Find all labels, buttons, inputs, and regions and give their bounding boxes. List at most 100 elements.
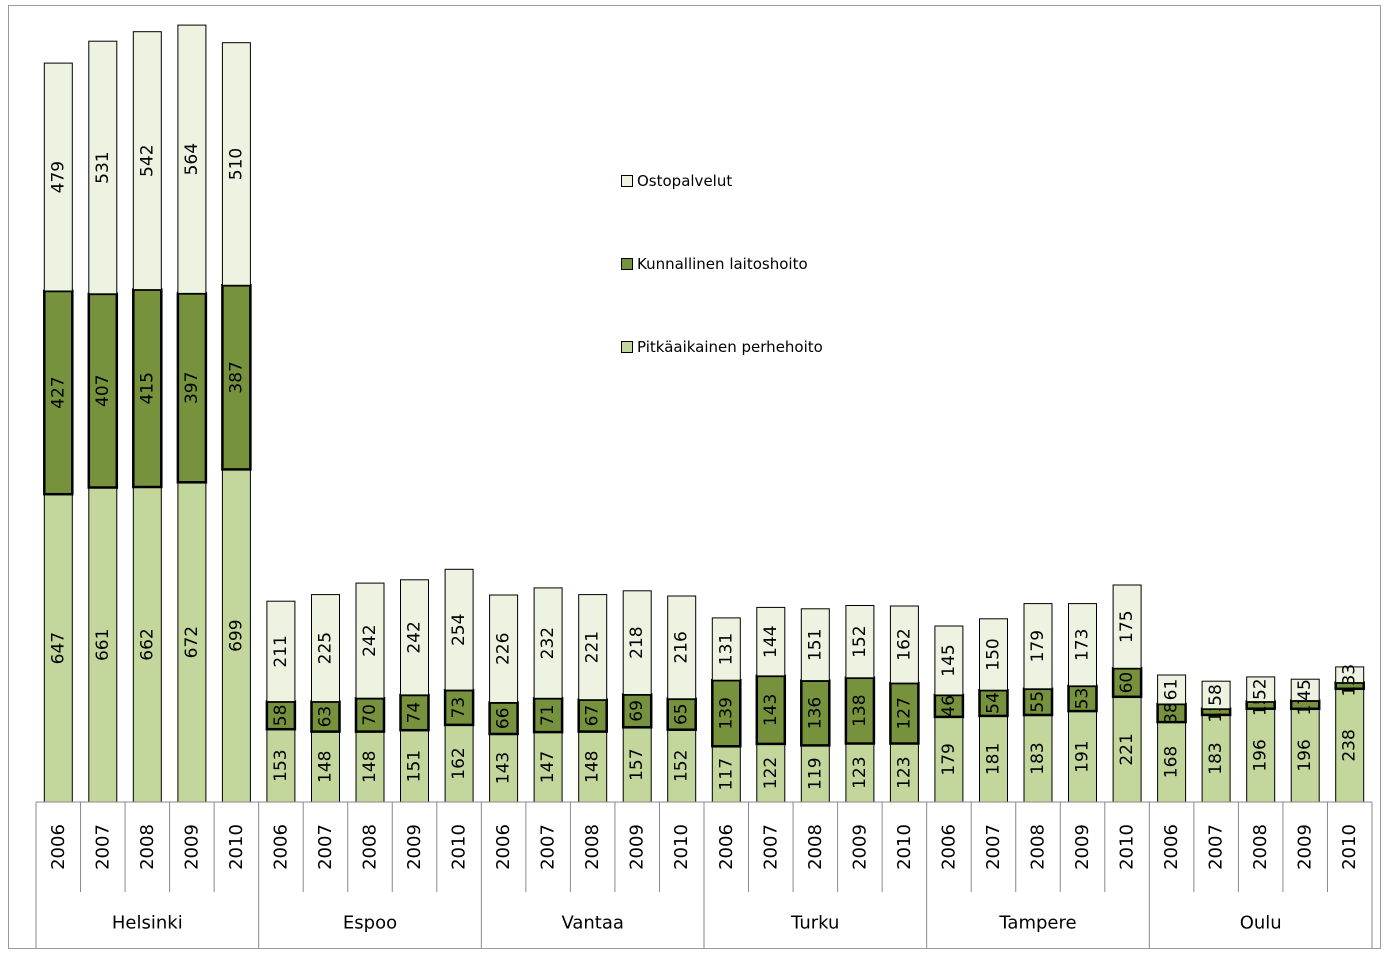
bar-pitk-aikainen-perhehoito-18 (845, 743, 875, 803)
bar-pitk-aikainen-perhehoito-1 (88, 487, 118, 803)
bar-value-label: 117 (716, 758, 736, 790)
bar-value-label: 145 (939, 644, 959, 676)
bar-value-label: 221 (1117, 733, 1137, 765)
bar-value-label: 71 (538, 704, 558, 726)
year-tick-label: 2008 (582, 824, 603, 870)
bar-value-label: 181 (984, 743, 1004, 775)
bar-value-label: 218 (627, 626, 647, 658)
bar-value-label: 226 (494, 633, 514, 665)
bar-value-label: 58 (1206, 684, 1226, 706)
bar-value-label: 69 (627, 700, 647, 722)
bar-ostopalvelut-14 (667, 595, 697, 700)
bar-value-label: 179 (1028, 630, 1048, 662)
bar-ostopalvelut-22 (1023, 603, 1053, 690)
bar-kunnallinen-laitoshoito-12 (577, 698, 608, 733)
bar-value-label: 162 (449, 747, 469, 779)
bar-ostopalvelut-15 (711, 617, 741, 681)
group-label-helsinki: Helsinki (112, 913, 183, 934)
legend-item-kunnallinen-laitoshoito: Kunnallinen laitoshoito (621, 255, 808, 273)
bar-value-label: 119 (805, 757, 825, 789)
bar-value-label: 183 (1028, 742, 1048, 774)
bar-value-label: 127 (894, 697, 914, 729)
year-tick-label: 2009 (1072, 824, 1093, 870)
bar-value-label: 74 (405, 702, 425, 724)
bar-ostopalvelut-17 (800, 608, 830, 682)
bar-pitk-aikainen-perhehoito-29 (1335, 688, 1365, 803)
year-tick-label: 2007 (983, 824, 1004, 870)
bar-value-label: 238 (1340, 729, 1360, 761)
bar-ostopalvelut-6 (311, 594, 340, 703)
bar-value-label: 122 (761, 757, 781, 789)
year-tick-label: 2010 (1117, 824, 1138, 870)
bar-kunnallinen-laitoshoito-13 (621, 693, 653, 729)
bar-ostopalvelut-12 (578, 594, 608, 701)
year-tick-label: 2006 (48, 824, 69, 870)
year-tick-label: 2008 (360, 824, 381, 870)
bar-pitk-aikainen-perhehoito-6 (311, 731, 340, 803)
bar-ostopalvelut-16 (756, 606, 786, 677)
bar-kunnallinen-laitoshoito-2 (132, 288, 163, 489)
bar-value-label: 242 (360, 624, 380, 656)
year-tick-label: 2009 (1295, 824, 1316, 870)
bar-value-label: 254 (449, 614, 469, 646)
year-tick-label: 2010 (449, 824, 470, 870)
bar-ostopalvelut-3 (177, 24, 207, 294)
group-label-tampere: Tampere (998, 913, 1076, 934)
bar-kunnallinen-laitoshoito-10 (488, 701, 519, 736)
year-tick-label: 2006 (1161, 824, 1182, 870)
bar-value-label: 564 (182, 143, 202, 175)
legend-swatch-ostopalvelut (621, 175, 633, 187)
bar-value-label: 144 (761, 625, 781, 657)
bar-value-label: 138 (850, 694, 870, 726)
bar-value-label: 123 (850, 756, 870, 788)
bar-ostopalvelut-27 (1246, 676, 1276, 703)
bar-value-label: 52 (1251, 678, 1271, 700)
bar-value-label: 672 (182, 626, 202, 658)
bar-value-label: 123 (894, 756, 914, 788)
bar-pitk-aikainen-perhehoito-24 (1112, 696, 1142, 803)
year-tick-label: 2006 (716, 824, 737, 870)
bar-pitk-aikainen-perhehoito-3 (177, 481, 207, 803)
legend-item-pitkaaikainen-perhehoito: Pitkäaikainen perhehoito (621, 338, 823, 356)
bar-value-label: 173 (1073, 629, 1093, 661)
group-label-vantaa: Vantaa (561, 913, 623, 934)
bar-value-label: 479 (48, 161, 68, 193)
chart-plot: 647 427 479 661 407 531 662 415 542 672 397 564 699 3… (35, 24, 1373, 948)
bar-value-label: 73 (449, 697, 469, 719)
bar-value-label: 46 (939, 695, 959, 717)
bar-ostopalvelut-5 (266, 600, 296, 703)
bar-value-label: 58 (271, 705, 291, 727)
year-tick-label: 2006 (493, 824, 514, 870)
group-label-turku: Turku (790, 913, 839, 934)
bar-value-label: 139 (716, 697, 736, 729)
bar-pitk-aikainen-perhehoito-17 (800, 744, 830, 803)
year-tick-label: 2009 (627, 824, 648, 870)
bar-ostopalvelut-29 (1335, 666, 1365, 684)
bar-value-label: 175 (1117, 610, 1137, 642)
bar-value-label: 242 (405, 621, 425, 653)
bar-value-label: 211 (271, 635, 291, 667)
year-tick-label: 2006 (938, 824, 959, 870)
bar-value-label: 427 (48, 376, 68, 408)
bar-ostopalvelut-13 (622, 590, 652, 695)
bar-value-label: 387 (226, 361, 246, 393)
bar-value-label: 152 (850, 625, 870, 657)
bar-value-label: 531 (93, 151, 113, 183)
bar-value-label: 66 (494, 707, 514, 729)
bar-ostopalvelut-26 (1201, 680, 1231, 710)
bar-value-label: 510 (226, 148, 246, 180)
bar-value-label: 65 (672, 703, 692, 725)
bar-value-label: 661 (93, 629, 113, 661)
bar-value-label: 196 (1295, 739, 1315, 771)
bar-ostopalvelut-1 (88, 40, 118, 295)
bar-kunnallinen-laitoshoito-17 (800, 679, 831, 747)
chart-frame: 647 427 479 661 407 531 662 415 542 672 397 564 699 3… (8, 5, 1381, 949)
bar-value-label: 179 (939, 743, 959, 775)
year-tick-label: 2009 (181, 824, 202, 870)
bar-value-label: 191 (1073, 740, 1093, 772)
bar-value-label: 54 (984, 692, 1004, 714)
bar-value-label: 67 (583, 705, 603, 727)
bar-value-label: 63 (316, 706, 336, 728)
bar-value-label: 699 (226, 619, 246, 651)
bar-value-label: 45 (1295, 679, 1315, 701)
